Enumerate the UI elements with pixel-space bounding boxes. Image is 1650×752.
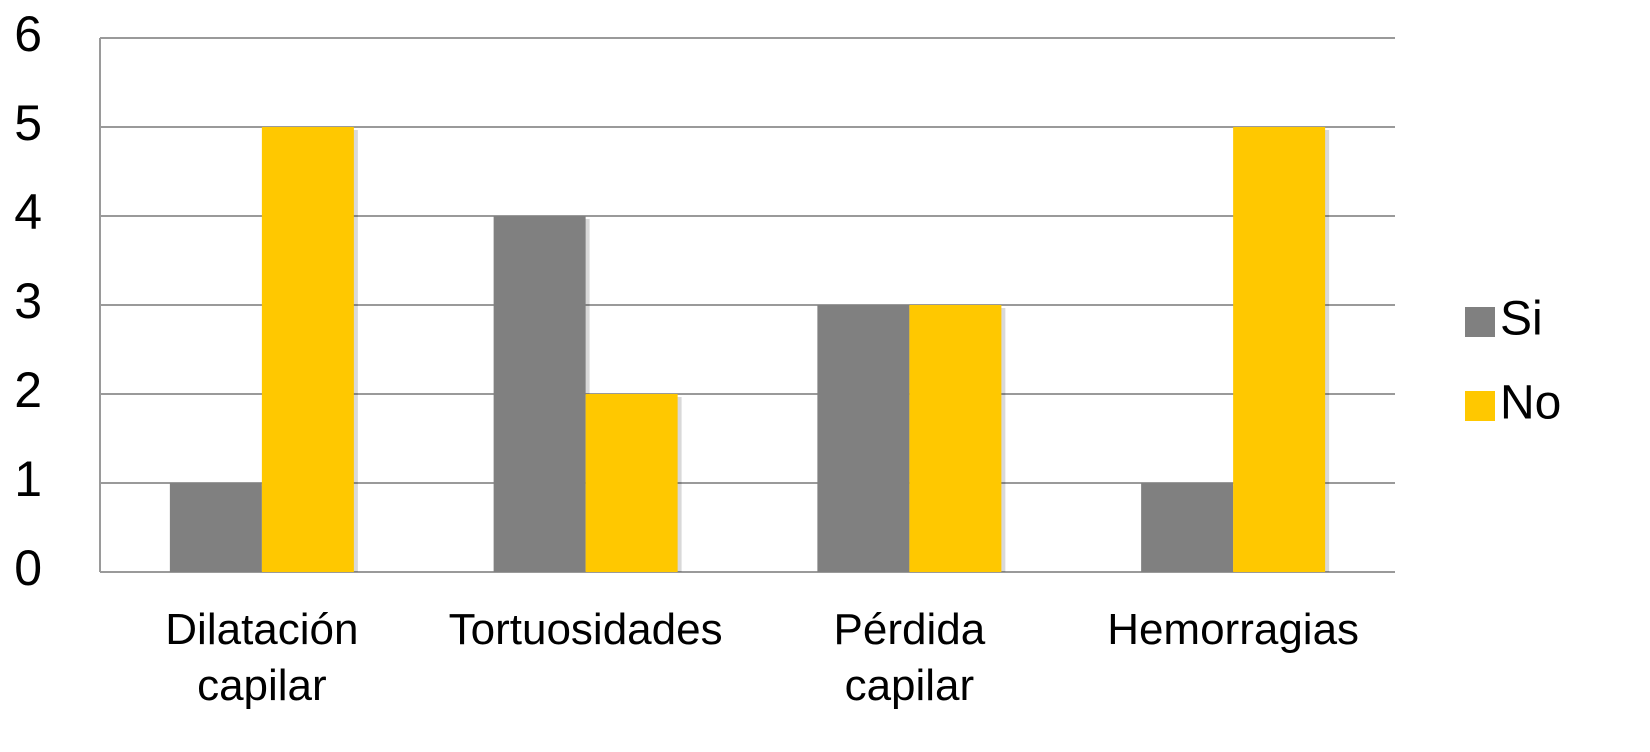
legend-swatch [1465,391,1495,421]
legend-swatch [1465,307,1495,337]
x-tick-label: Dilatación capilar [165,605,358,710]
x-tick-label: Pérdida capilar [834,605,986,710]
legend-label: No [1500,377,1561,430]
bar [1141,483,1234,572]
bar [493,216,586,572]
y-tick-label: 4 [14,184,42,240]
x-tick-label: Hemorragias [1107,605,1359,654]
y-tick-label: 0 [14,540,42,596]
y-tick-label: 1 [14,451,42,507]
y-tick-label: 5 [14,95,42,151]
bar [585,394,678,572]
legend-label: Si [1500,293,1543,346]
x-tick-label: Tortuosidades [449,605,723,654]
bar [261,127,354,572]
y-tick-label: 3 [14,273,42,329]
bar [1233,127,1326,572]
y-tick-label: 6 [14,6,42,62]
bar [909,305,1002,572]
bar [169,483,262,572]
bar [817,305,910,572]
y-tick-label: 2 [14,362,42,418]
